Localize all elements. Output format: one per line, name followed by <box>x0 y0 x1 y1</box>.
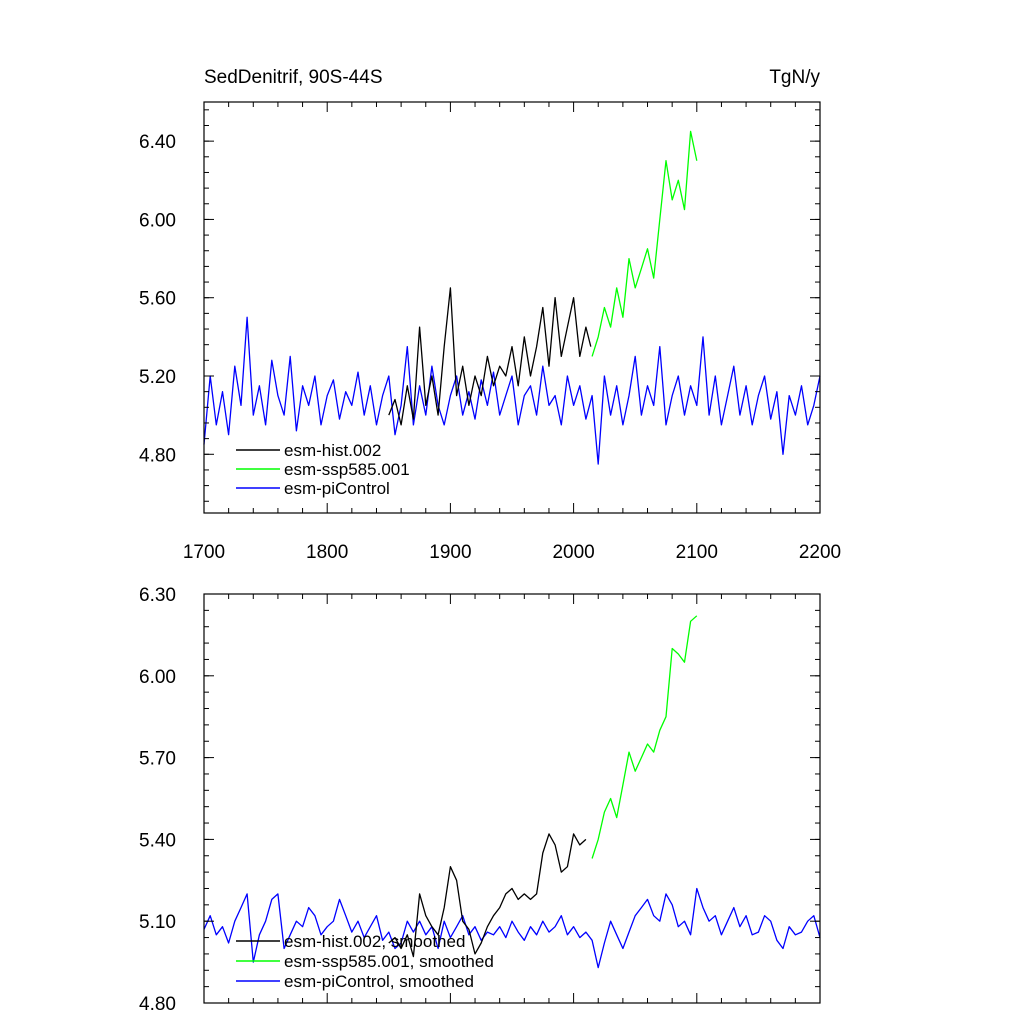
top-ticks: 4.80 5.20 5.60 6.00 6.40 1700 1800 1900 2000 2100… <box>139 102 841 563</box>
top-xtick-label-4: 2100 <box>676 542 718 563</box>
top-ytick-label-2: 5.60 <box>139 289 176 310</box>
bottom-series-0-line <box>203 887 821 969</box>
bottom-ytick-label-4: 6.00 <box>139 667 176 688</box>
bottom-ticks: 4.80 5.10 5.40 5.70 6.00 6.30 <box>139 585 821 1015</box>
top-ytick-label-1: 5.20 <box>139 367 176 388</box>
bottom-series-1-line <box>388 833 587 958</box>
bottom-legend-label-0: esm-hist.002, smoothed <box>284 932 465 951</box>
bottom-ytick-label-2: 5.40 <box>139 830 176 851</box>
top-xtick-label-1: 1800 <box>306 542 348 563</box>
bottom-ytick-label-5: 6.30 <box>139 585 176 606</box>
bottom-ytick-label-3: 5.70 <box>139 749 176 770</box>
bottom-legend-label-2: esm-piControl, smoothed <box>284 972 474 991</box>
top-xtick-label-2: 1900 <box>429 542 471 563</box>
top-panel: SedDenitrif, 90S-44S TgN/y esm-hist.002e… <box>139 67 841 563</box>
top-chart-title: SedDenitrif, 90S-44S <box>204 67 383 88</box>
top-series-0-line <box>203 316 821 465</box>
top-legend-label-0: esm-hist.002 <box>284 441 381 460</box>
top-ytick-label-4: 6.40 <box>139 132 176 153</box>
bottom-ytick-label-1: 5.10 <box>139 912 176 933</box>
top-chart-units: TgN/y <box>769 67 820 88</box>
top-ytick-label-0: 4.80 <box>139 445 176 466</box>
top-ytick-label-3: 6.00 <box>139 210 176 231</box>
top-legend-label-2: esm-piControl <box>284 479 390 498</box>
bottom-plot-frame <box>203 593 821 1004</box>
bottom-series-2-line <box>591 615 698 859</box>
top-xtick-label-3: 2000 <box>552 542 594 563</box>
bottom-series-group <box>203 615 821 969</box>
top-plot-frame <box>203 101 821 514</box>
top-xtick-label-5: 2200 <box>799 542 841 563</box>
bottom-ytick-label-0: 4.80 <box>139 994 176 1015</box>
bottom-legend-label-1: esm-ssp585.001, smoothed <box>284 952 494 971</box>
top-series-1-line <box>388 287 592 426</box>
top-series-2-line <box>591 130 698 357</box>
top-xtick-label-0: 1700 <box>183 542 225 563</box>
top-series-group <box>203 130 821 465</box>
top-legend-label-1: esm-ssp585.001 <box>284 460 410 479</box>
